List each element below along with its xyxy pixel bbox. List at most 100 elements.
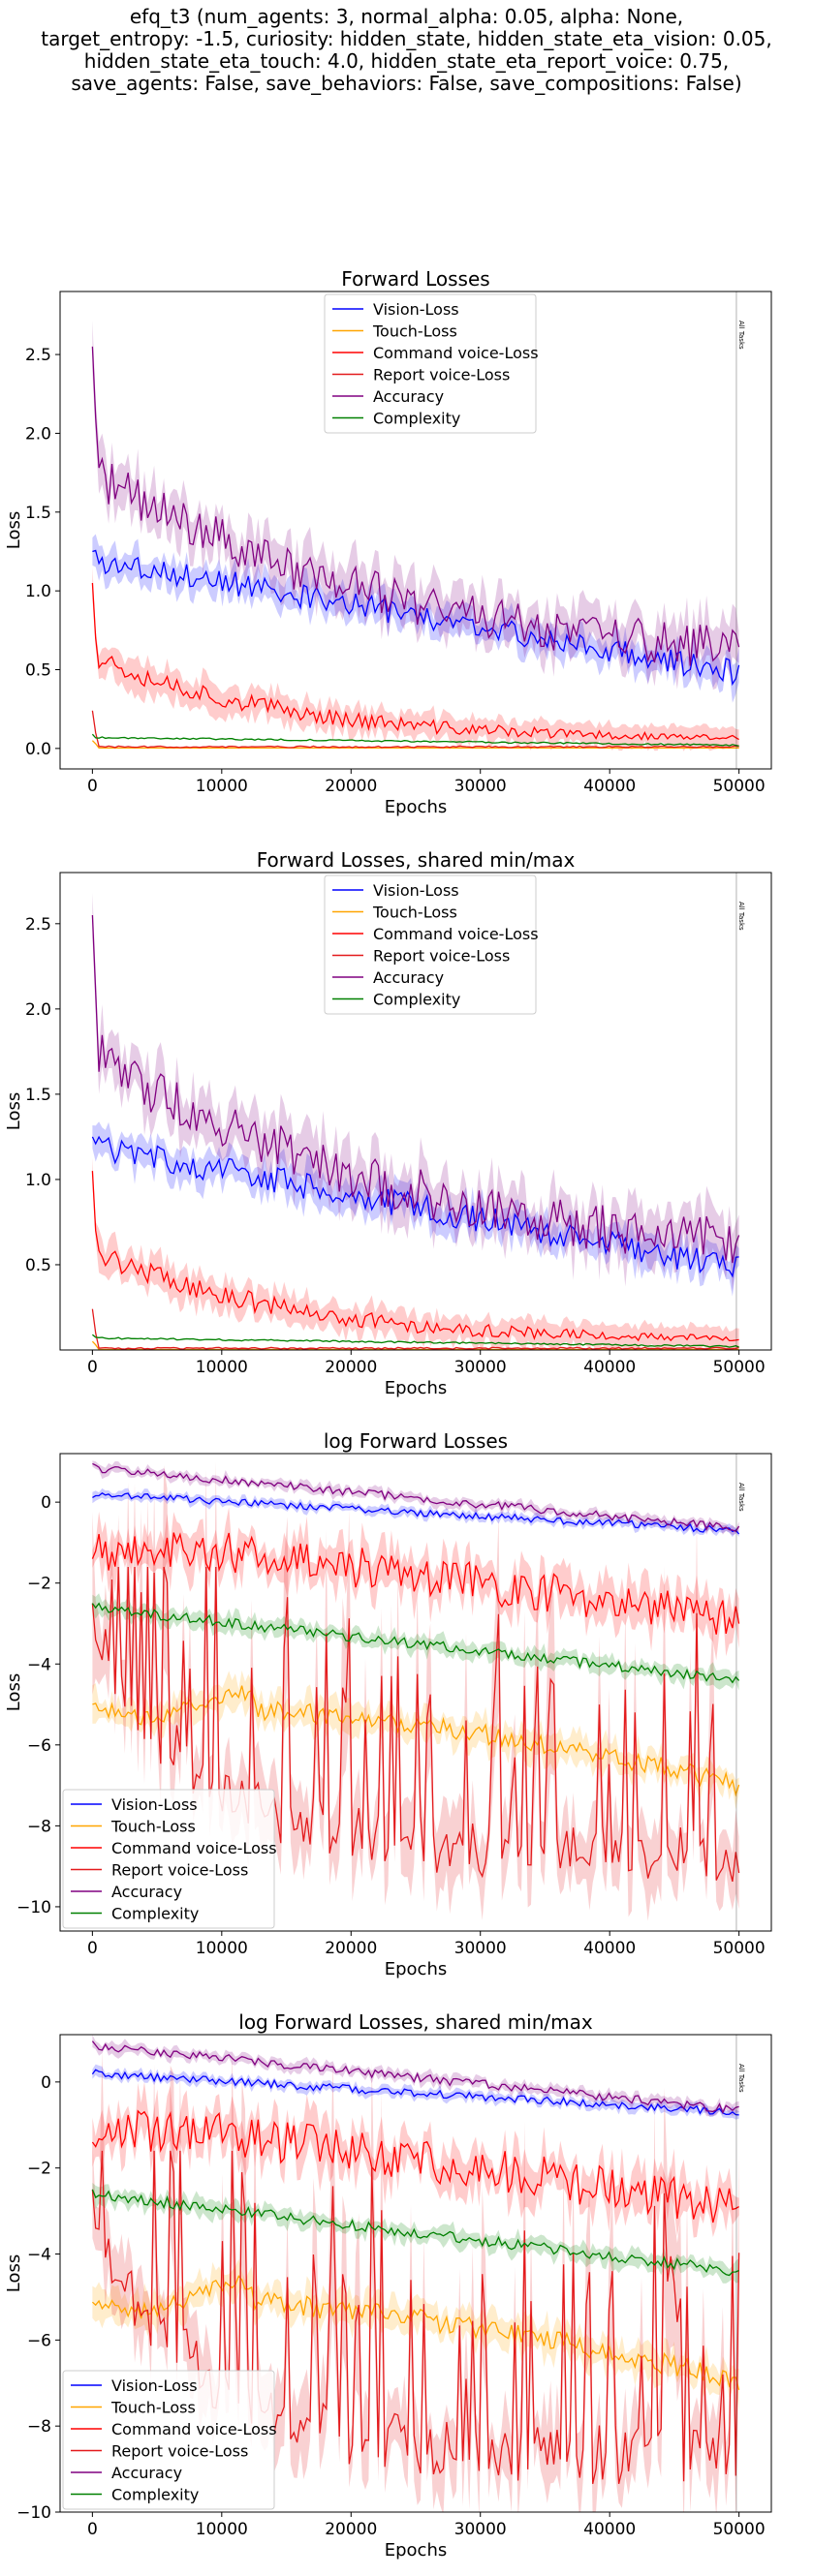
series-line-complexity	[91, 2189, 739, 2277]
x-tick-label: 30000	[454, 1358, 507, 1377]
plot-area	[91, 320, 740, 751]
chart-log-forward-losses-shared: log Forward Losses, shared min/max All Ta…	[4, 2010, 772, 2561]
series-line-accuracy	[91, 346, 740, 666]
legend-label-complexity: Complexity	[111, 2486, 199, 2504]
y-tick-label: −8	[27, 2417, 51, 2437]
legend: Vision-Loss Touch-Loss Command voice-Loss R…	[62, 2370, 277, 2510]
legend-frame	[62, 2370, 275, 2510]
series-band-accuracy	[92, 2035, 739, 2117]
legend-label-command: Command voice-Loss	[111, 1839, 277, 1857]
chart-title: Forward Losses, shared min/max	[257, 848, 576, 872]
y-tick-label: 2.0	[25, 1000, 51, 1020]
y-tick-label: 2.5	[25, 346, 51, 365]
legend-label-report: Report voice-Loss	[111, 1861, 248, 1880]
x-tick-label: 10000	[196, 1939, 248, 1958]
chart-log-forward-losses: log Forward Losses All Tasks 0 10000 20000 30…	[4, 1429, 772, 1979]
legend-frame	[324, 874, 537, 1015]
x-tick-label: 10000	[196, 777, 248, 796]
series-line-accuracy	[91, 914, 740, 1264]
y-tick-label: −6	[27, 1736, 51, 1756]
series-band-command	[92, 2081, 739, 2238]
x-tick-label: 30000	[454, 2520, 507, 2539]
legend-label-command: Command voice-Loss	[373, 344, 539, 362]
x-tick-label: 10000	[196, 1358, 248, 1377]
legend-label-vision: Vision-Loss	[373, 300, 459, 319]
series-line-vision	[91, 1135, 739, 1278]
legend: Vision-Loss Touch-Loss Command voice-Loss R…	[324, 874, 539, 1015]
legend-label-touch: Touch-Loss	[110, 2399, 196, 2417]
series-line-touch	[91, 740, 739, 750]
y-tick-label: 2.5	[25, 915, 51, 935]
x-tick-label: 10000	[196, 2520, 248, 2539]
task-marker-label: All Tasks	[737, 321, 745, 350]
series-line-touch	[91, 2275, 740, 2391]
legend-label-report: Report voice-Loss	[373, 947, 510, 966]
series-line-complexity	[91, 1602, 740, 1684]
chart-title: Forward Losses	[341, 267, 489, 291]
x-tick-label: 40000	[583, 1939, 636, 1958]
figure-title-line: target_entropy: -1.5, curiosity: hidden_…	[41, 27, 772, 50]
x-axis-label: Epochs	[385, 1378, 448, 1398]
plot-area	[91, 2035, 740, 2512]
plot-frame	[59, 1453, 772, 1932]
y-axis-label: Loss	[4, 511, 24, 549]
legend-label-command: Command voice-Loss	[111, 2420, 277, 2438]
series-line-vision	[92, 1492, 740, 1535]
legend-label-complexity: Complexity	[373, 410, 460, 428]
task-marker-label: All Tasks	[737, 2064, 745, 2093]
legend-label-accuracy: Accuracy	[373, 968, 444, 987]
task-marker-label: All Tasks	[737, 1483, 745, 1512]
legend-label-vision: Vision-Loss	[373, 881, 459, 900]
figure-title-line: efq_t3 (num_agents: 3, normal_alpha: 0.0…	[129, 5, 684, 28]
x-tick-label: 40000	[583, 2520, 636, 2539]
series-band-vision	[92, 534, 739, 703]
legend-frame	[324, 293, 537, 434]
y-tick-label: 0.0	[25, 740, 51, 759]
x-tick-label: 20000	[325, 1939, 377, 1958]
series-line-accuracy	[92, 1462, 740, 1532]
y-tick-label: 0.5	[25, 660, 51, 680]
series-line-report	[91, 710, 739, 749]
y-tick-label: 1.0	[25, 582, 51, 601]
y-axis-label: Loss	[4, 1092, 24, 1130]
y-tick-label: 1.5	[25, 1086, 51, 1105]
x-tick-label: 0	[87, 2520, 98, 2539]
legend-label-command: Command voice-Loss	[373, 925, 539, 943]
x-tick-label: 20000	[325, 777, 377, 796]
legend-label-vision: Vision-Loss	[111, 2377, 198, 2395]
y-tick-label: 1.0	[25, 1171, 51, 1190]
y-tick-label: −2	[27, 1575, 51, 1594]
x-tick-label: 50000	[713, 2520, 766, 2539]
legend: Vision-Loss Touch-Loss Command voice-Loss R…	[324, 293, 539, 434]
y-tick-label: 0	[41, 1493, 51, 1513]
chart-forward-losses-shared: Forward Losses, shared min/max All Tasks 0…	[4, 848, 772, 1398]
legend-label-report: Report voice-Loss	[373, 366, 510, 384]
legend-label-accuracy: Accuracy	[111, 2464, 182, 2482]
series-band-complexity	[92, 1593, 739, 1691]
task-marker-label: All Tasks	[737, 902, 745, 931]
y-tick-label: −6	[27, 2331, 51, 2350]
series-band-vision	[92, 2064, 739, 2120]
series-band-accuracy	[92, 1460, 739, 1536]
series-line-command	[91, 1532, 740, 1635]
y-tick-label: 0	[41, 2073, 51, 2093]
figure-title-line: hidden_state_eta_touch: 4.0, hidden_stat…	[83, 49, 730, 73]
series-band-command	[92, 1157, 739, 1350]
x-tick-label: 0	[87, 1358, 98, 1377]
figure-title-line: save_agents: False, save_behaviors: Fals…	[71, 72, 742, 95]
figure-title: efq_t3 (num_agents: 3, normal_alpha: 0.0…	[0, 6, 813, 95]
y-axis-label: Loss	[4, 1673, 24, 1711]
x-tick-label: 50000	[713, 1358, 766, 1377]
plot-frame	[59, 872, 772, 1351]
legend-label-touch: Touch-Loss	[372, 322, 457, 341]
x-axis-label: Epochs	[385, 797, 448, 817]
legend-label-accuracy: Accuracy	[373, 387, 444, 406]
y-tick-label: −10	[16, 2503, 51, 2523]
y-tick-label: −4	[27, 2246, 51, 2265]
x-axis-label: Epochs	[385, 2540, 448, 2561]
x-tick-label: 40000	[583, 1358, 636, 1377]
series-line-vision	[92, 549, 740, 687]
y-tick-label: −10	[16, 1898, 51, 1917]
x-tick-label: 0	[87, 777, 98, 796]
series-line-command	[91, 2109, 739, 2223]
